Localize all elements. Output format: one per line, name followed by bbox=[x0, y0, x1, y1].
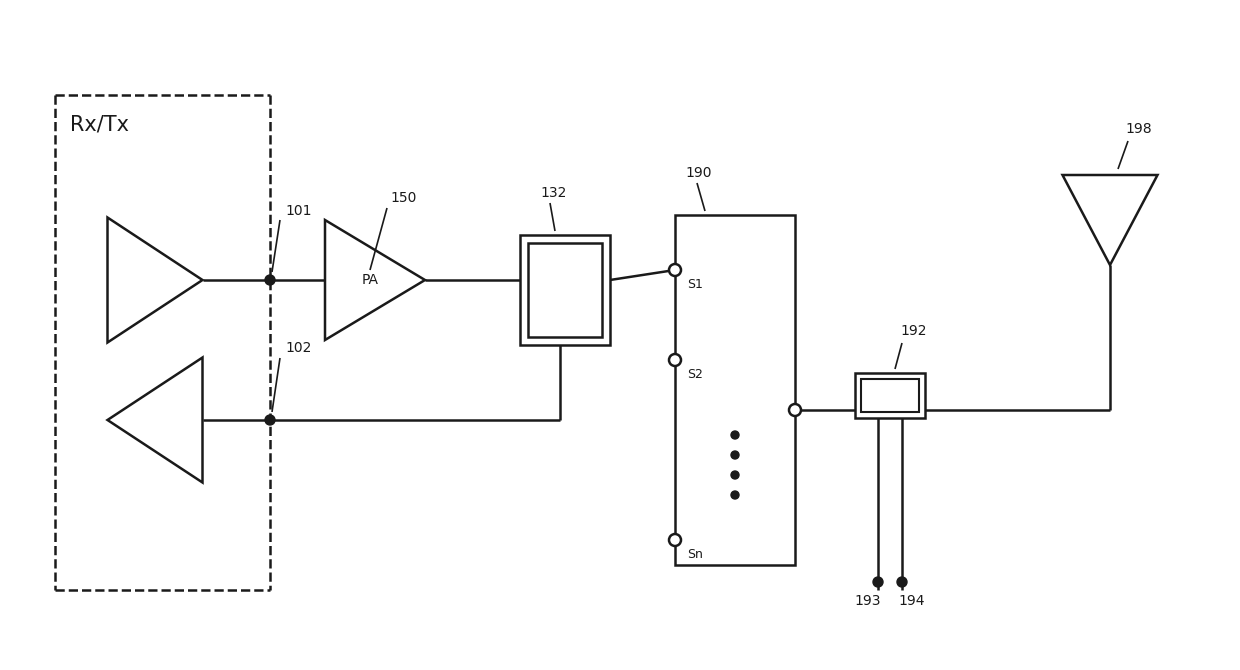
Text: 150: 150 bbox=[391, 191, 417, 205]
Text: 193: 193 bbox=[854, 594, 882, 608]
Text: 132: 132 bbox=[539, 186, 567, 200]
Circle shape bbox=[897, 577, 906, 587]
Circle shape bbox=[265, 415, 275, 425]
Text: 194: 194 bbox=[899, 594, 925, 608]
Circle shape bbox=[670, 264, 681, 276]
Bar bbox=[861, 379, 919, 412]
Circle shape bbox=[732, 491, 739, 499]
Bar bbox=[520, 235, 610, 345]
Text: 190: 190 bbox=[684, 166, 712, 180]
Text: S2: S2 bbox=[687, 368, 703, 381]
Text: 198: 198 bbox=[1125, 122, 1152, 136]
Text: 101: 101 bbox=[285, 204, 311, 218]
Bar bbox=[856, 373, 925, 418]
Bar bbox=[675, 215, 795, 565]
Circle shape bbox=[873, 577, 883, 587]
Text: 102: 102 bbox=[285, 341, 311, 355]
Circle shape bbox=[670, 354, 681, 366]
Text: Rx/Tx: Rx/Tx bbox=[69, 115, 129, 135]
Text: PA: PA bbox=[362, 273, 378, 287]
Circle shape bbox=[732, 471, 739, 479]
Circle shape bbox=[265, 275, 275, 285]
Circle shape bbox=[732, 431, 739, 439]
Text: 192: 192 bbox=[900, 324, 926, 338]
Bar bbox=[528, 243, 601, 337]
Circle shape bbox=[732, 451, 739, 459]
Circle shape bbox=[670, 534, 681, 546]
Text: Sn: Sn bbox=[687, 548, 703, 561]
Circle shape bbox=[789, 404, 801, 416]
Text: S1: S1 bbox=[687, 278, 703, 291]
